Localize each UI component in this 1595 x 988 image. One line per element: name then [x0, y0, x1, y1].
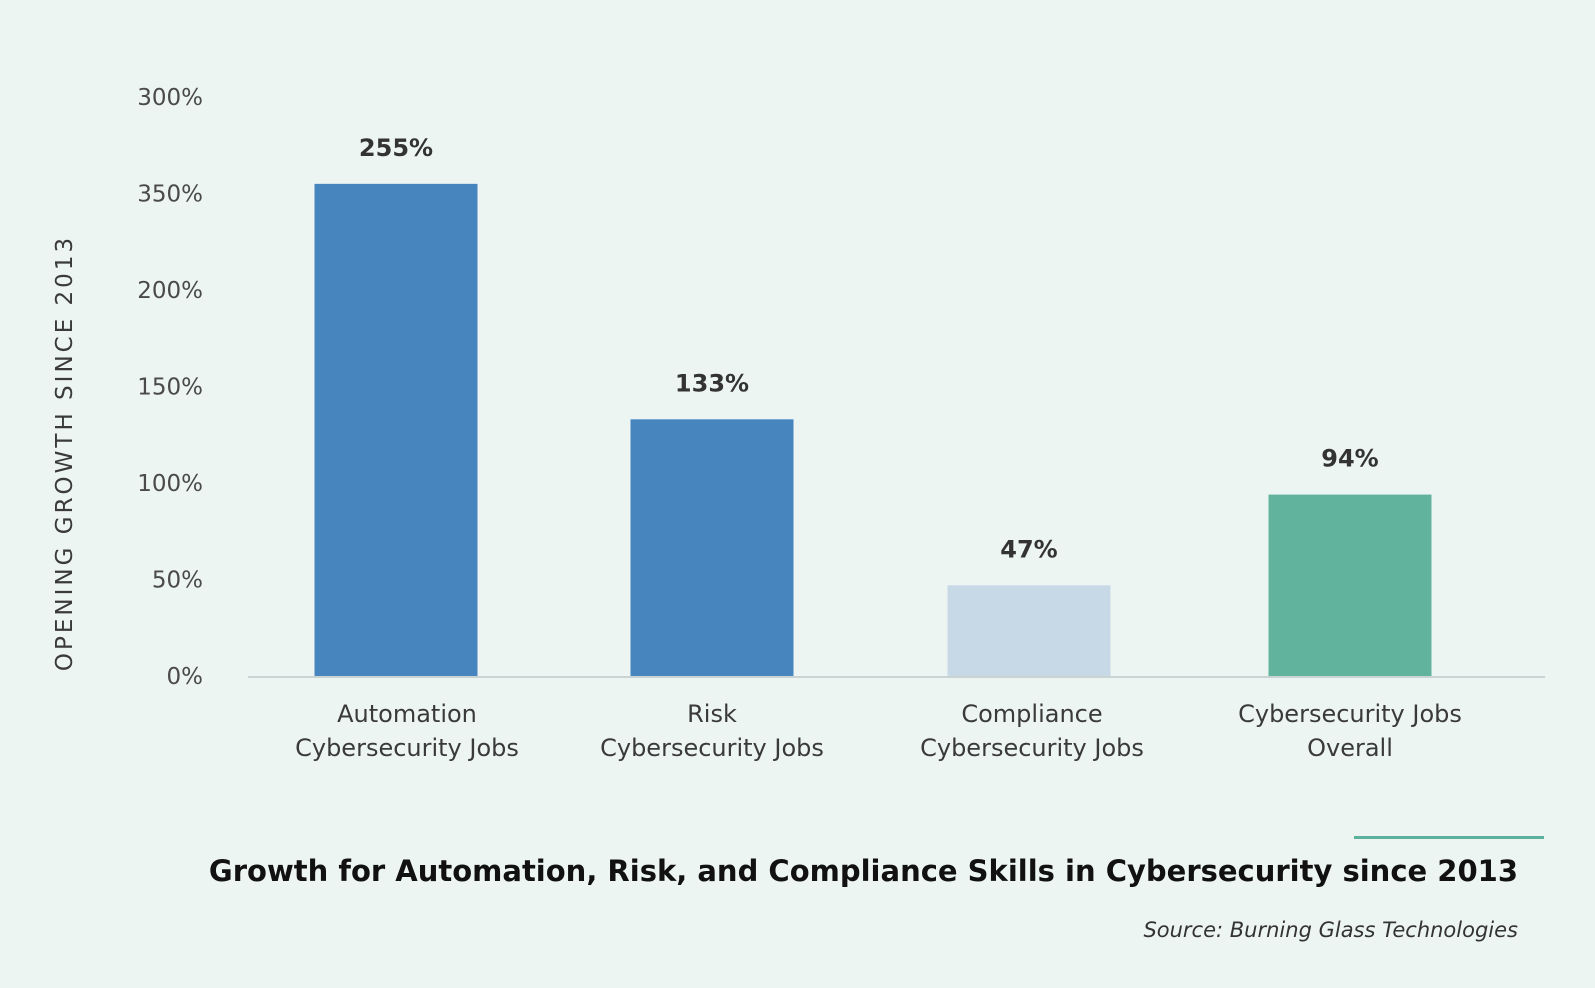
- y-tick-label: 150%: [137, 375, 203, 401]
- bar: [1268, 494, 1432, 676]
- category-label-line: Cybersecurity Jobs: [920, 734, 1144, 762]
- category-label-line: Automation: [337, 700, 477, 728]
- category-label-line: Cybersecurity Jobs: [1238, 700, 1462, 728]
- bar-value-label: 47%: [1000, 535, 1057, 563]
- chart-source: Source: Burning Glass Technologies: [1143, 918, 1518, 942]
- y-axis-label: OPENING GROWTH SINCE 2013: [52, 235, 78, 671]
- category-label-line: Cybersecurity Jobs: [600, 734, 824, 762]
- bar-value-label: 94%: [1321, 445, 1378, 473]
- bar-chart: 0% 50% 100% 150% 200% 350% 300% 255% 133% 47% 94%…: [52, 85, 1545, 762]
- y-tick-label: 0%: [167, 664, 204, 690]
- bars: [314, 183, 1432, 676]
- y-tick-label: 200%: [137, 278, 203, 304]
- category-label-line: Cybersecurity Jobs: [295, 734, 519, 762]
- data-labels: 255% 133% 47% 94%: [359, 134, 1379, 563]
- category-labels: Automation Cybersecurity Jobs Risk Cybersec…: [295, 700, 1462, 762]
- y-tick-label: 50%: [152, 568, 203, 594]
- category-label-line: Overall: [1307, 734, 1393, 762]
- category-label: Cybersecurity Jobs Overall: [1238, 700, 1462, 762]
- bar-value-label: 255%: [359, 134, 433, 162]
- bar: [947, 585, 1111, 676]
- category-label: Automation Cybersecurity Jobs: [295, 700, 519, 762]
- y-tick-label: 300%: [137, 85, 203, 111]
- y-tick-label: 350%: [137, 182, 203, 208]
- chart-title: Growth for Automation, Risk, and Complia…: [208, 854, 1518, 888]
- category-label-line: Risk: [687, 700, 737, 728]
- category-label: Compliance Cybersecurity Jobs: [920, 700, 1144, 762]
- bar: [630, 419, 794, 676]
- category-label: Risk Cybersecurity Jobs: [600, 700, 824, 762]
- accent-rule: [1354, 836, 1544, 839]
- bar-value-label: 133%: [675, 369, 749, 397]
- category-label-line: Compliance: [961, 700, 1102, 728]
- y-tick-label: 100%: [137, 471, 203, 497]
- y-axis-ticks: 0% 50% 100% 150% 200% 350% 300%: [137, 85, 203, 690]
- bar: [314, 183, 478, 676]
